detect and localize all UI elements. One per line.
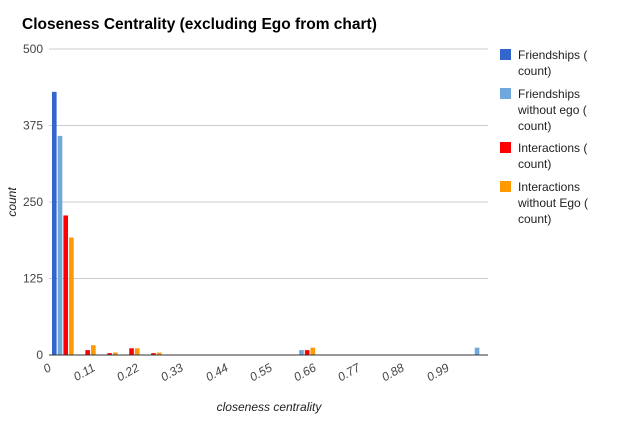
y-tick-label: 375: [23, 119, 43, 133]
bar: [91, 345, 96, 355]
bar: [113, 352, 118, 355]
chart-title: Closeness Centrality (excluding Ego from…: [22, 16, 377, 33]
y-tick-label: 250: [23, 195, 43, 209]
legend-label: without ego (: [517, 103, 587, 117]
gridlines: [49, 48, 488, 279]
bar: [299, 350, 304, 355]
legend-label: without Ego (: [517, 196, 588, 210]
legend-label: count): [518, 212, 551, 226]
bar: [304, 350, 310, 355]
bar: [474, 347, 480, 355]
y-tick-label: 0: [36, 348, 43, 362]
legend-label: count): [518, 119, 551, 133]
bar: [156, 352, 162, 355]
legend-swatch: [500, 142, 511, 153]
bar: [134, 348, 140, 355]
legend: Friendships ( count) Friendships without eg…: [500, 48, 588, 226]
bar: [129, 348, 134, 355]
x-tick-label: 0.55: [247, 360, 275, 384]
legend-label: Friendships (: [518, 48, 587, 62]
x-tick-label: 0.88: [379, 360, 407, 384]
x-tick-label: 0.44: [203, 360, 231, 384]
y-tick-label: 125: [23, 272, 43, 286]
bar: [310, 347, 316, 355]
y-axis-ticks: 0 125 250 375 500: [23, 42, 43, 362]
bar: [52, 91, 57, 355]
x-tick-label: 0.77: [335, 360, 363, 384]
legend-label: Interactions (: [518, 141, 587, 155]
x-tick-label: 0.22: [114, 360, 142, 384]
bar: [63, 215, 68, 355]
bar: [85, 350, 90, 355]
x-tick-label: 0.66: [291, 360, 319, 384]
legend-label: count): [518, 64, 551, 78]
bar: [69, 237, 74, 355]
legend-swatch: [500, 181, 511, 192]
bar: [107, 353, 112, 355]
legend-label: count): [518, 157, 551, 171]
legend-label: Friendships: [518, 87, 580, 101]
x-tick-label: 0.33: [158, 360, 186, 384]
x-tick-label: 0: [41, 360, 54, 376]
legend-swatch: [500, 88, 511, 99]
bar: [151, 353, 156, 355]
y-tick-label: 500: [23, 42, 43, 56]
x-tick-label: 0.99: [424, 360, 452, 384]
bars: [52, 91, 480, 355]
y-axis-label: count: [5, 187, 19, 217]
bar: [57, 135, 63, 355]
legend-label: Interactions: [518, 180, 580, 194]
x-axis-ticks: 0 0.11 0.22 0.33 0.44 0.55 0.66 0.77 0.88 0.99: [41, 360, 452, 384]
x-axis-label: closeness centrality: [217, 400, 323, 414]
x-tick-label: 0.11: [71, 360, 97, 383]
legend-swatch: [500, 49, 511, 60]
